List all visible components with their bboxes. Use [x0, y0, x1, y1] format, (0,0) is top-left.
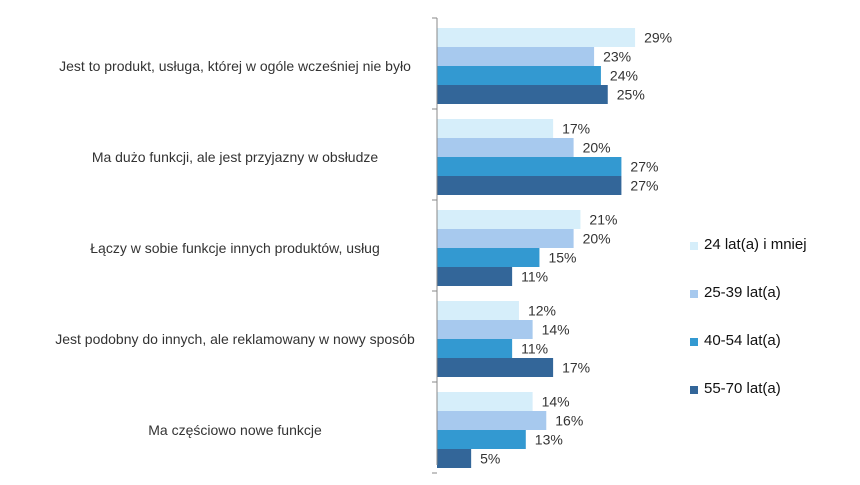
bar-value-label: 20%: [583, 140, 611, 156]
bar: [437, 66, 601, 85]
bar: [437, 119, 554, 138]
bar: [437, 449, 472, 468]
bar-value-label: 15%: [548, 250, 576, 266]
bar-value-label: 27%: [630, 159, 658, 175]
bar-value-label: 25%: [617, 87, 645, 103]
bar: [437, 157, 622, 176]
bar: [437, 430, 526, 449]
legend-label: 24 lat(a) i mniej: [704, 236, 807, 253]
bar-value-label: 27%: [630, 178, 658, 194]
bar-value-label: 17%: [562, 121, 590, 137]
bar-value-label: 14%: [542, 322, 570, 338]
bar: [437, 301, 519, 320]
bars-group: [437, 28, 636, 468]
bar: [437, 320, 533, 339]
legend-swatch: [690, 386, 698, 394]
legend-swatch: [690, 242, 698, 250]
bar: [437, 267, 513, 286]
bar: [437, 176, 622, 195]
legend-item: 24 lat(a) i mniej: [690, 236, 850, 260]
bar-value-label: 13%: [535, 432, 563, 448]
bar-value-label: 20%: [583, 231, 611, 247]
bar: [437, 210, 581, 229]
bar-value-label: 5%: [480, 451, 500, 467]
legend-swatch: [690, 338, 698, 346]
bar-value-label: 29%: [644, 30, 672, 46]
bar-value-label: 14%: [542, 394, 570, 410]
category-label: Ma dużo funkcji, ale jest przyjazny w ob…: [91, 149, 379, 165]
bar: [437, 28, 636, 47]
legend: 24 lat(a) i mniej 25-39 lat(a) 40-54 lat(a…: [690, 236, 850, 428]
category-label: Ma częściowo nowe funkcje: [148, 422, 322, 438]
bar: [437, 358, 554, 377]
bar: [437, 85, 608, 104]
legend-label: 40-54 lat(a): [704, 332, 781, 349]
bar-value-label: 17%: [562, 360, 590, 376]
bar: [437, 138, 574, 157]
category-label: Łączy w sobie funkcje innych produktów, …: [90, 240, 380, 256]
category-label: Jest podobny do innych, ale reklamowany …: [55, 331, 415, 347]
bar-value-label: 23%: [603, 49, 631, 65]
bar: [437, 339, 513, 358]
legend-swatch: [690, 290, 698, 298]
legend-item: 55-70 lat(a): [690, 380, 850, 404]
bar-value-label: 11%: [521, 341, 548, 357]
category-label: Jest to produkt, usługa, której w ogóle …: [59, 58, 411, 74]
legend-label: 55-70 lat(a): [704, 380, 781, 397]
bar: [437, 411, 547, 430]
bar: [437, 229, 574, 248]
bar-value-label: 21%: [589, 212, 617, 228]
bar-value-label: 11%: [521, 269, 548, 285]
bar-value-label: 12%: [528, 303, 556, 319]
legend-label: 25-39 lat(a): [704, 284, 781, 301]
legend-item: 40-54 lat(a): [690, 332, 850, 356]
value-labels-group: 29%23%24%25%17%20%27%27%21%20%15%11%12%1…: [480, 30, 672, 467]
bar: [437, 248, 540, 267]
bar-value-label: 24%: [610, 68, 638, 84]
legend-item: 25-39 lat(a): [690, 284, 850, 308]
bar-value-label: 16%: [555, 413, 583, 429]
bar: [437, 47, 595, 66]
bar: [437, 392, 533, 411]
axis-ticks-group: [432, 17, 437, 474]
